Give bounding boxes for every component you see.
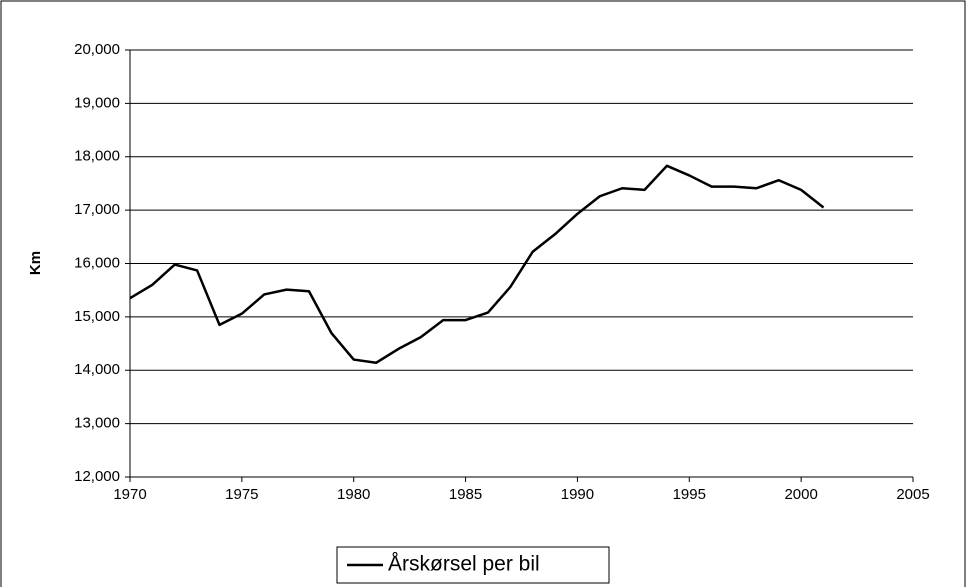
y-tick-label: 15,000 (74, 308, 120, 325)
x-tick-label: 2000 (784, 486, 817, 503)
y-axis-label: Km (27, 251, 44, 275)
x-tick-label: 1980 (337, 486, 370, 503)
y-tick-label: 17,000 (74, 201, 120, 218)
line (129, 164, 825, 365)
y-tick-label: 14,000 (74, 361, 120, 378)
y-tick-label: 18,000 (74, 148, 120, 165)
y-tick-label: 12,000 (74, 468, 120, 485)
x-tick-label: 1970 (113, 486, 146, 503)
y-tick-label: 19,000 (74, 94, 120, 111)
x-tick-label: 1975 (225, 486, 258, 503)
x-tick-label: 1985 (449, 486, 482, 503)
x-tick-label: 1995 (673, 486, 706, 503)
y-tick-label: 13,000 (74, 415, 120, 432)
y-tick-label: 16,000 (74, 254, 120, 271)
x-tick-label: 2005 (896, 486, 929, 503)
y-tick-label: 20,000 (74, 41, 120, 58)
x-tick-label: 1990 (561, 486, 594, 503)
legend-label: Årskørsel per bil (388, 553, 540, 576)
